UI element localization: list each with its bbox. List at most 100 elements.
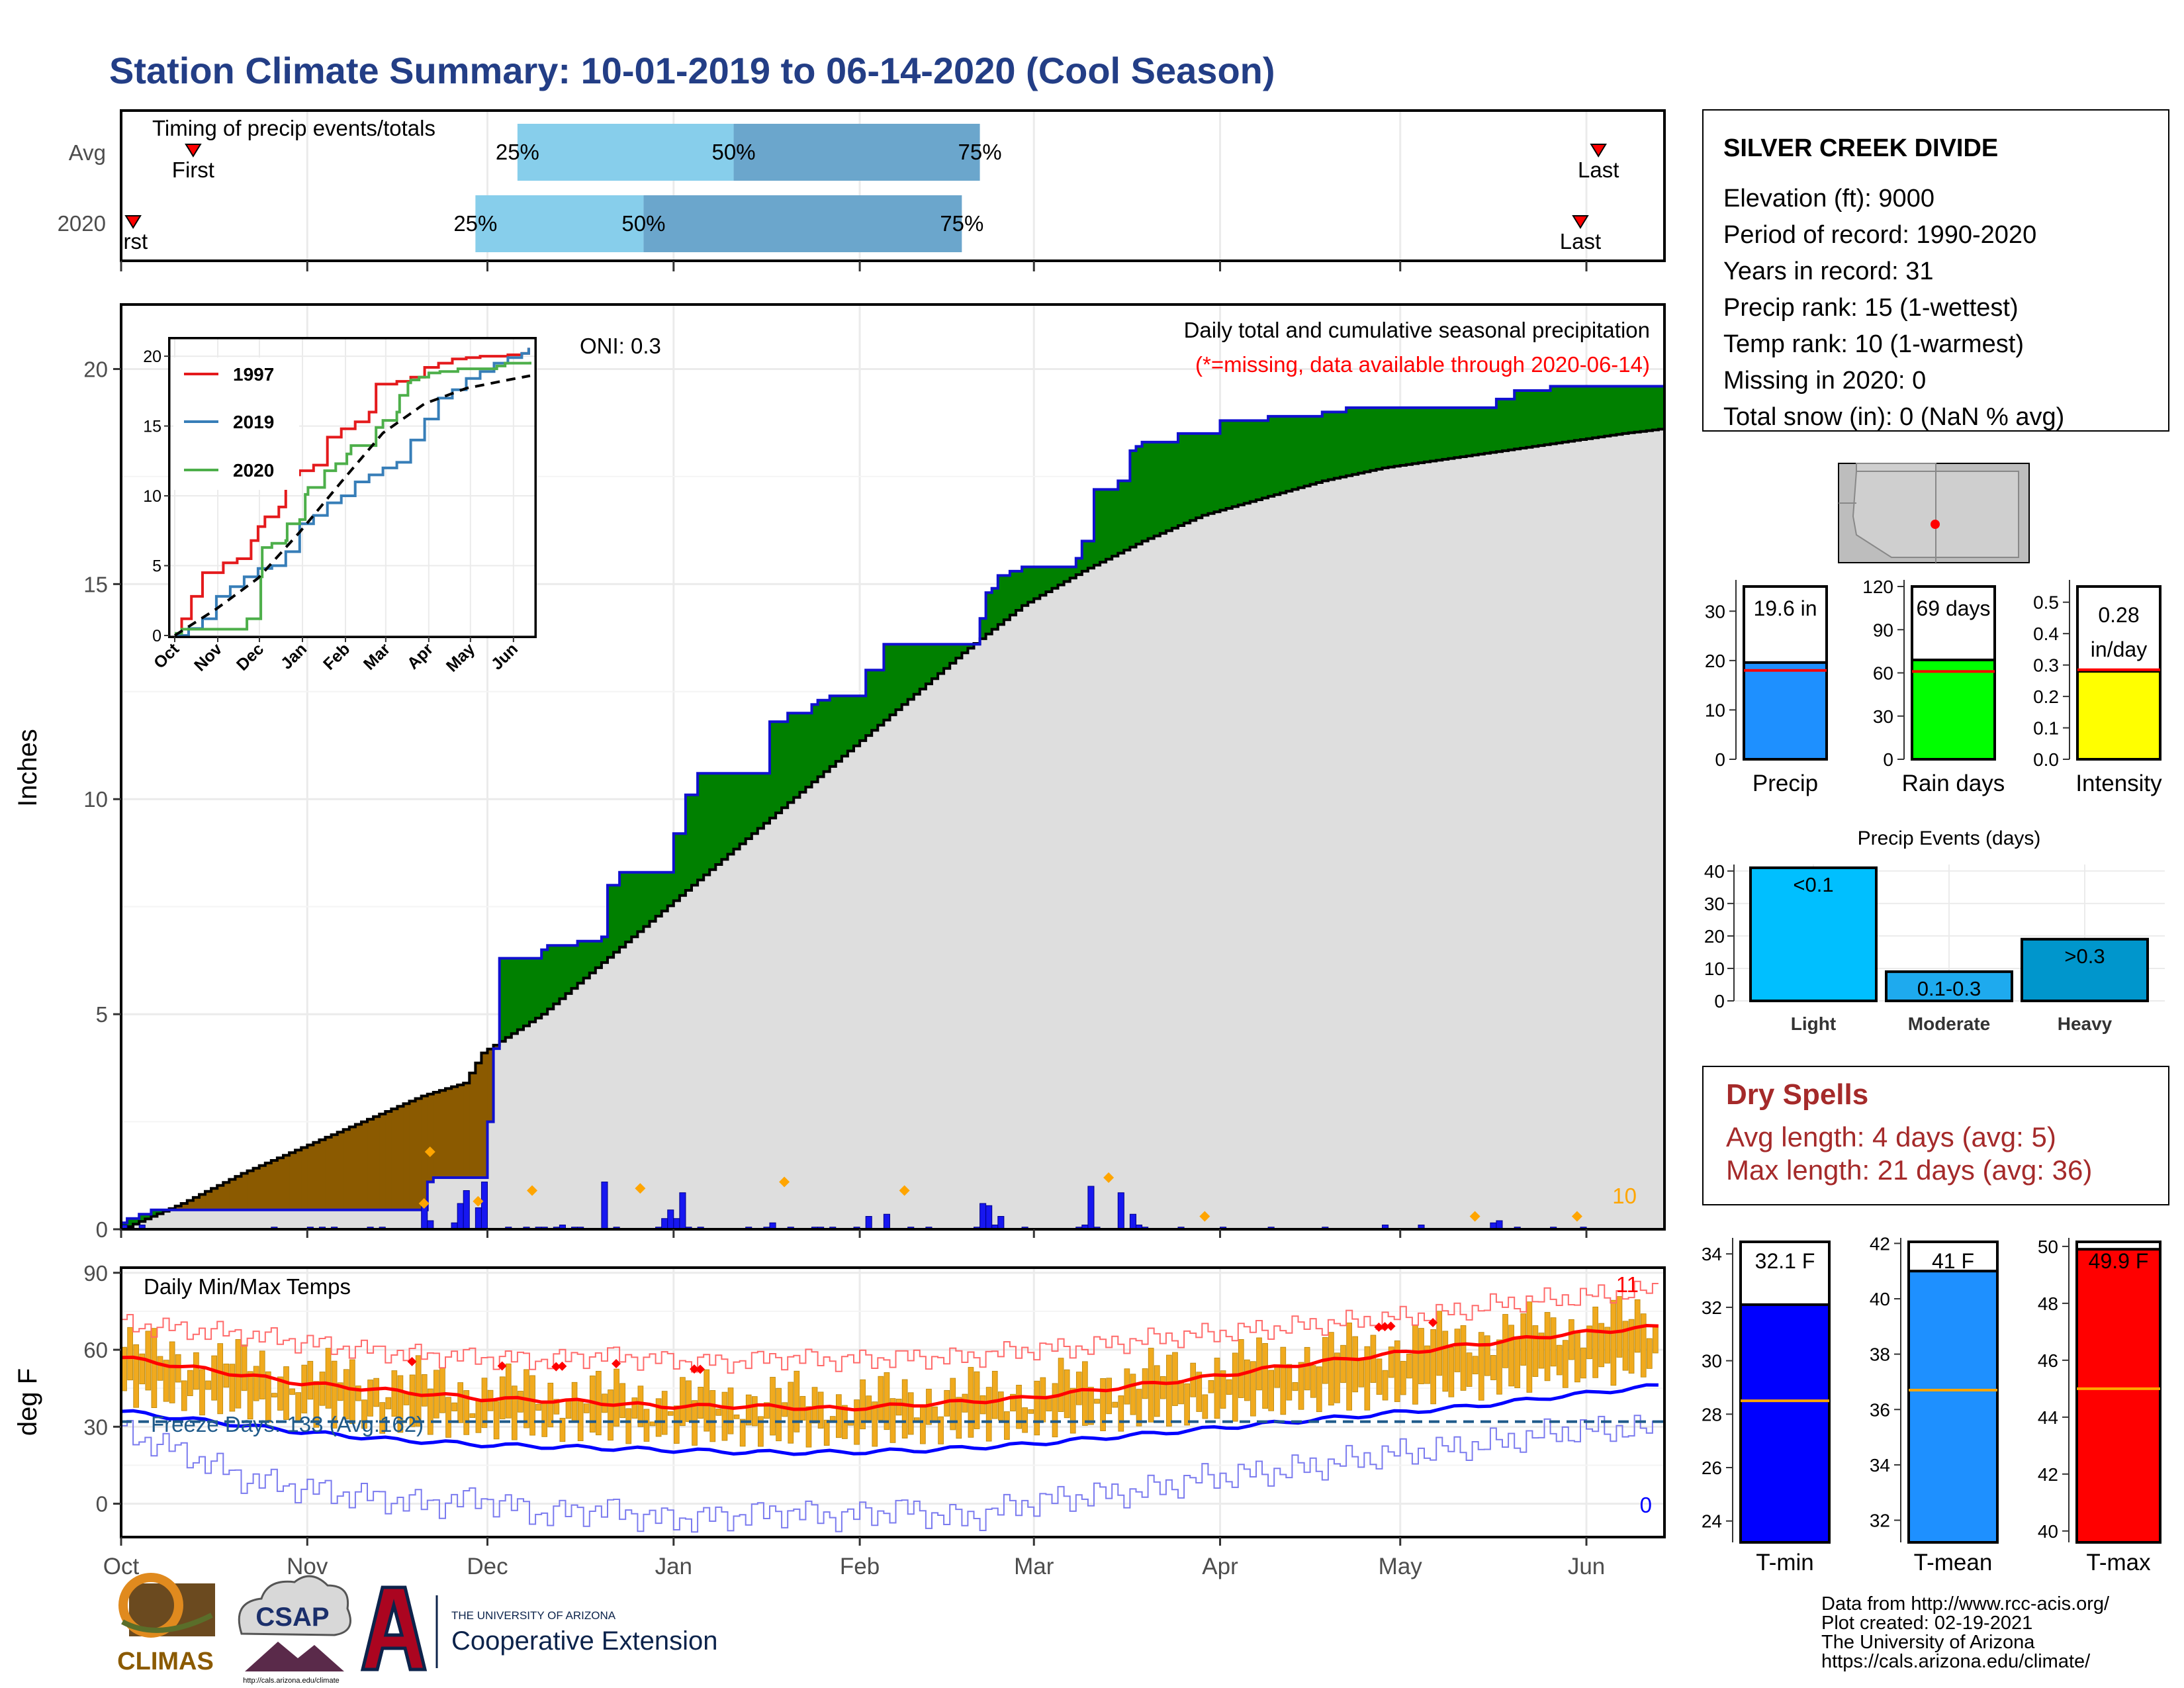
record-high-marker <box>1374 1322 1384 1332</box>
surplus-area <box>1526 390 1533 447</box>
daily-temp-range-bar <box>457 1382 464 1423</box>
csap-logo: CSAP http://cals.arizona.edu/climate <box>238 1575 351 1685</box>
daily-temp-range-bar <box>739 1419 746 1447</box>
daily-temp-range-bar <box>1478 1332 1484 1401</box>
month-tick-label: Jan <box>655 1554 692 1579</box>
station-info-box: SILVER CREEK DIVIDE Elevation (ft): 9000… <box>1702 109 2169 432</box>
surplus-area <box>1358 407 1365 473</box>
deficit-area <box>421 1096 428 1210</box>
temp-chart-title: Daily Min/Max Temps <box>144 1274 351 1299</box>
inset-line-2020 <box>175 361 531 635</box>
precip-frame <box>120 303 1666 1231</box>
daily-temp-range-bar <box>1202 1394 1208 1419</box>
surplus-area <box>1052 567 1059 588</box>
daily-temp-range-bar <box>1640 1313 1647 1378</box>
surplus-area <box>1028 567 1034 602</box>
daily-temp-range-bar <box>854 1399 860 1445</box>
surplus-area <box>1448 407 1455 459</box>
surplus-area <box>889 644 897 715</box>
daily-temp-range-bar <box>1586 1325 1592 1360</box>
daily-temp-range-bar <box>751 1396 758 1427</box>
surplus-area <box>637 872 645 932</box>
surplus-area <box>1532 390 1539 447</box>
avg-cumulative-area <box>121 429 1664 1229</box>
surplus-area <box>151 1209 158 1217</box>
daily-temp-range-bar <box>571 1382 578 1423</box>
daily-temp-range-bar <box>1550 1317 1557 1367</box>
timing-p50-label: 50% <box>712 140 756 164</box>
surplus-area <box>1087 541 1095 569</box>
surplus-area <box>1418 407 1425 463</box>
daily-temp-range-bar <box>1364 1346 1371 1411</box>
daily-temp-range-bar <box>727 1387 734 1434</box>
surplus-area <box>1460 407 1467 457</box>
deficit-area <box>289 1152 296 1210</box>
surplus-area <box>1165 442 1173 531</box>
daily-temp-range-bar <box>889 1398 896 1443</box>
summary-y-tick-label: 0.5 <box>2033 592 2059 613</box>
daily-precip-bar <box>673 1218 680 1230</box>
record-high-marker <box>1428 1317 1438 1327</box>
temp-summary-bar-t-min <box>1739 1303 1831 1544</box>
surplus-area <box>895 644 903 710</box>
daily-temp-range-bar <box>1328 1332 1334 1406</box>
timing-panel: Timing of precip events/totals Avg 2020 … <box>58 109 1666 271</box>
surplus-area <box>968 644 975 649</box>
timing-first-marker <box>185 144 202 158</box>
daily-temp-range-bar <box>181 1380 187 1411</box>
record-high-marker <box>696 1364 705 1374</box>
surplus-area <box>1142 442 1149 541</box>
surplus-area <box>1190 433 1197 521</box>
temp-y-tick-label: 60 <box>83 1338 108 1362</box>
surplus-area <box>1352 407 1359 475</box>
daily-temp-range-bar <box>367 1380 373 1417</box>
surplus-area <box>649 872 657 921</box>
daily-temp-range-bar <box>1238 1339 1244 1398</box>
daily-temp-range-bar <box>631 1397 638 1419</box>
daily-temp-range-bar <box>559 1417 566 1442</box>
surplus-area <box>1598 386 1605 438</box>
daily-temp-range-bar <box>1304 1346 1310 1391</box>
precip-chart-title: Daily total and cumulative seasonal prec… <box>1184 318 1650 342</box>
daily-temp-range-bar <box>205 1380 211 1390</box>
events-bar-label: >0.3 <box>2064 945 2105 968</box>
daily-temp-range-bar <box>1069 1387 1076 1434</box>
month-tick-label: May <box>1379 1554 1423 1579</box>
daily-temp-range-bar <box>1172 1352 1178 1406</box>
deficit-area <box>223 1182 230 1210</box>
daily-temp-range-bar <box>1538 1333 1545 1369</box>
record-low-line <box>121 1415 1659 1533</box>
surplus-area <box>1364 407 1371 472</box>
precip-y-tick-label: 10 <box>83 787 108 812</box>
surplus-area <box>1003 575 1011 620</box>
dry-spells-frame <box>1702 1066 2169 1205</box>
surplus-area <box>985 592 993 634</box>
daily-temp-range-bar <box>950 1378 956 1430</box>
temp-summary-bar-t-max <box>2075 1248 2161 1544</box>
deficit-area <box>331 1135 338 1210</box>
daily-temp-range-bar <box>1532 1325 1539 1377</box>
timing-first-label: First <box>172 158 214 182</box>
record-high-marker <box>497 1361 507 1371</box>
deficit-area <box>367 1119 374 1210</box>
avg-daily-marker <box>418 1198 430 1209</box>
surplus-area <box>878 670 884 726</box>
surplus-area <box>872 670 878 731</box>
daily-temp-range-bar <box>1569 1319 1574 1360</box>
deficit-area <box>241 1173 248 1210</box>
daily-temp-range-bar <box>745 1394 752 1426</box>
deficit-area <box>307 1145 314 1210</box>
surplus-area <box>1394 407 1401 467</box>
events-y-tick-label: 10 <box>1704 959 1725 979</box>
daily-temp-range-bar <box>962 1393 968 1413</box>
daily-precip-bar <box>679 1192 686 1230</box>
avg-daily-marker <box>424 1147 435 1158</box>
daily-temp-range-bar <box>1196 1372 1203 1412</box>
deficit-area <box>493 1045 500 1049</box>
surplus-area <box>1081 541 1089 571</box>
surplus-area <box>901 644 909 705</box>
daily-temp-range-bar <box>1484 1335 1490 1376</box>
daily-temp-range-bar <box>1562 1340 1569 1388</box>
daily-temp-range-bar <box>535 1403 541 1411</box>
surplus-area <box>907 644 915 700</box>
